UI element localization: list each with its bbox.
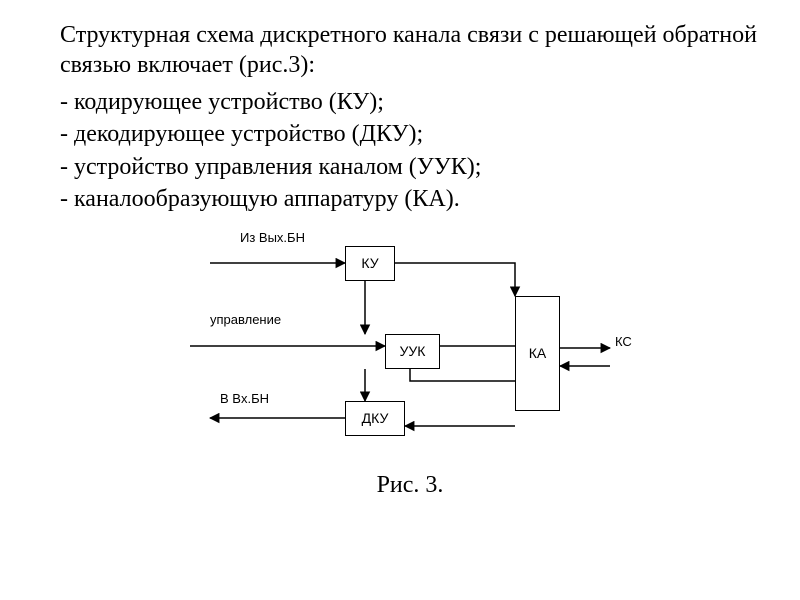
label-ks: КС xyxy=(615,334,632,349)
heading: Структурная схема дискретного канала свя… xyxy=(60,20,760,80)
edge xyxy=(395,263,515,296)
block-diagram: КУ УУК ДКУ КА Из Вых.БН управление В Вx.БН КС xyxy=(150,226,670,466)
label-ctrl: управление xyxy=(210,312,281,327)
node-ka: КА xyxy=(515,296,560,411)
node-ku: КУ xyxy=(345,246,395,281)
edge xyxy=(410,369,515,381)
label-out_bn: Из Вых.БН xyxy=(240,230,305,245)
node-dku: ДКУ xyxy=(345,401,405,436)
bullet-2: - декодирующее устройство (ДКУ); xyxy=(60,118,760,150)
figure-caption: Рис. 3. xyxy=(60,472,760,499)
bullet-4: - каналообразующую аппаратуру (КА). xyxy=(60,183,760,215)
bullet-1: - кодирующее устройство (КУ); xyxy=(60,86,760,118)
bullet-3: - устройство управления каналом (УУК); xyxy=(60,151,760,183)
label-in_bn: В Вx.БН xyxy=(220,391,269,406)
node-uuk: УУК xyxy=(385,334,440,369)
